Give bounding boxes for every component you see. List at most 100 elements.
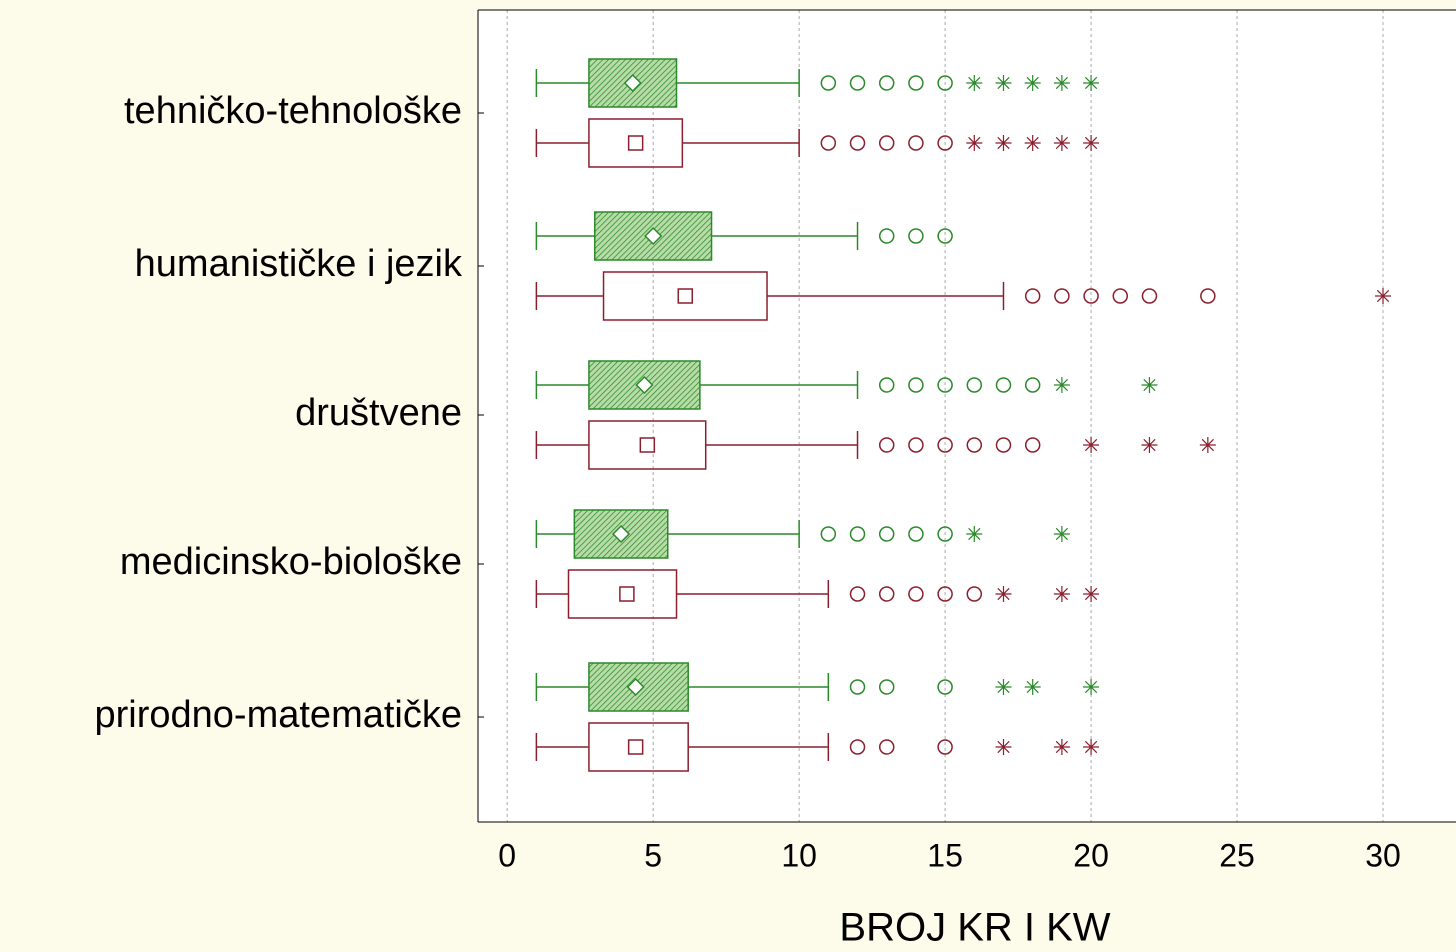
extreme <box>1024 75 1041 91</box>
extreme <box>995 75 1012 91</box>
outlier <box>908 228 924 244</box>
extreme <box>1083 437 1100 453</box>
extreme <box>1053 135 1070 151</box>
median-marker <box>611 524 631 544</box>
median-marker <box>623 73 642 93</box>
extreme <box>995 586 1012 602</box>
x-tick-label: 5 <box>644 837 662 873</box>
outlier <box>849 739 866 755</box>
median-marker <box>619 586 635 602</box>
median-marker <box>627 739 644 755</box>
y-tick-label: prirodno-matematičke <box>95 694 462 736</box>
outlier <box>1024 377 1041 393</box>
extreme <box>966 75 983 91</box>
outlier <box>937 586 953 602</box>
outlier <box>937 739 953 755</box>
outlier <box>878 739 895 755</box>
box <box>588 420 707 470</box>
outlier <box>849 526 866 542</box>
outlier <box>937 377 953 393</box>
x-tick-label: 25 <box>1219 837 1255 873</box>
x-tick-label: 15 <box>927 837 963 873</box>
x-tick-label: 0 <box>498 837 516 873</box>
extreme <box>1053 377 1070 393</box>
outlier <box>1054 288 1070 304</box>
outlier <box>966 437 983 453</box>
outlier <box>1141 288 1158 304</box>
outlier <box>878 135 895 151</box>
extreme <box>1083 586 1100 602</box>
outlier <box>908 526 924 542</box>
outlier <box>878 437 895 453</box>
outlier <box>937 135 953 151</box>
extreme <box>1375 288 1392 304</box>
outlier <box>1200 288 1216 304</box>
median-marker <box>677 288 694 304</box>
extreme <box>995 739 1012 755</box>
outlier <box>878 228 895 244</box>
outlier <box>937 75 953 91</box>
extreme <box>1053 586 1070 602</box>
outlier <box>908 377 924 393</box>
extreme <box>995 679 1012 695</box>
x-axis-title: BROJ KR I KW <box>839 906 1110 950</box>
extreme <box>1024 679 1041 695</box>
outlier <box>849 679 866 695</box>
extreme <box>1053 526 1070 542</box>
extreme <box>1199 437 1216 453</box>
outlier <box>820 135 837 151</box>
x-tick-label: 10 <box>781 837 817 873</box>
extreme <box>1053 75 1070 91</box>
outlier <box>966 377 983 393</box>
outlier <box>1083 288 1099 304</box>
box <box>588 722 689 772</box>
outlier <box>908 586 924 602</box>
outlier <box>908 135 924 151</box>
extreme <box>1024 135 1041 151</box>
outlier <box>878 679 895 695</box>
outlier <box>995 377 1012 393</box>
outlier <box>878 586 895 602</box>
outlier <box>937 526 953 542</box>
y-tick-label: humanističke i jezik <box>135 243 463 285</box>
outlier <box>878 377 895 393</box>
extreme <box>1083 739 1100 755</box>
outlier <box>937 437 953 453</box>
y-tick-label: društvene <box>295 392 462 434</box>
extreme <box>1083 679 1100 695</box>
extreme <box>966 526 983 542</box>
outlier <box>995 437 1012 453</box>
outlier <box>849 75 866 91</box>
extreme <box>995 135 1012 151</box>
outlier <box>878 526 895 542</box>
outlier <box>1112 288 1129 304</box>
extreme <box>1053 739 1070 755</box>
outlier <box>878 75 895 91</box>
outlier <box>849 135 866 151</box>
y-tick-label: medicinsko-biološke <box>120 541 462 583</box>
extreme <box>1083 135 1100 151</box>
outlier <box>937 679 953 695</box>
outlier <box>849 586 866 602</box>
box <box>602 271 768 321</box>
extreme <box>1083 75 1100 91</box>
median-marker <box>635 375 654 395</box>
median-marker <box>644 226 663 246</box>
outlier <box>937 228 953 244</box>
median-marker <box>639 437 656 453</box>
median-marker <box>627 135 644 151</box>
y-tick-label: tehničko-tehnološke <box>124 90 462 132</box>
outlier <box>908 437 924 453</box>
outlier <box>820 75 837 91</box>
box <box>588 118 684 168</box>
extreme <box>966 135 983 151</box>
outlier <box>820 526 837 542</box>
extreme <box>1141 437 1158 453</box>
outlier <box>1024 437 1041 453</box>
box <box>567 569 678 619</box>
x-tick-label: 30 <box>1365 837 1401 873</box>
extreme <box>1141 377 1158 393</box>
median-marker <box>626 677 645 697</box>
outlier <box>1024 288 1041 304</box>
